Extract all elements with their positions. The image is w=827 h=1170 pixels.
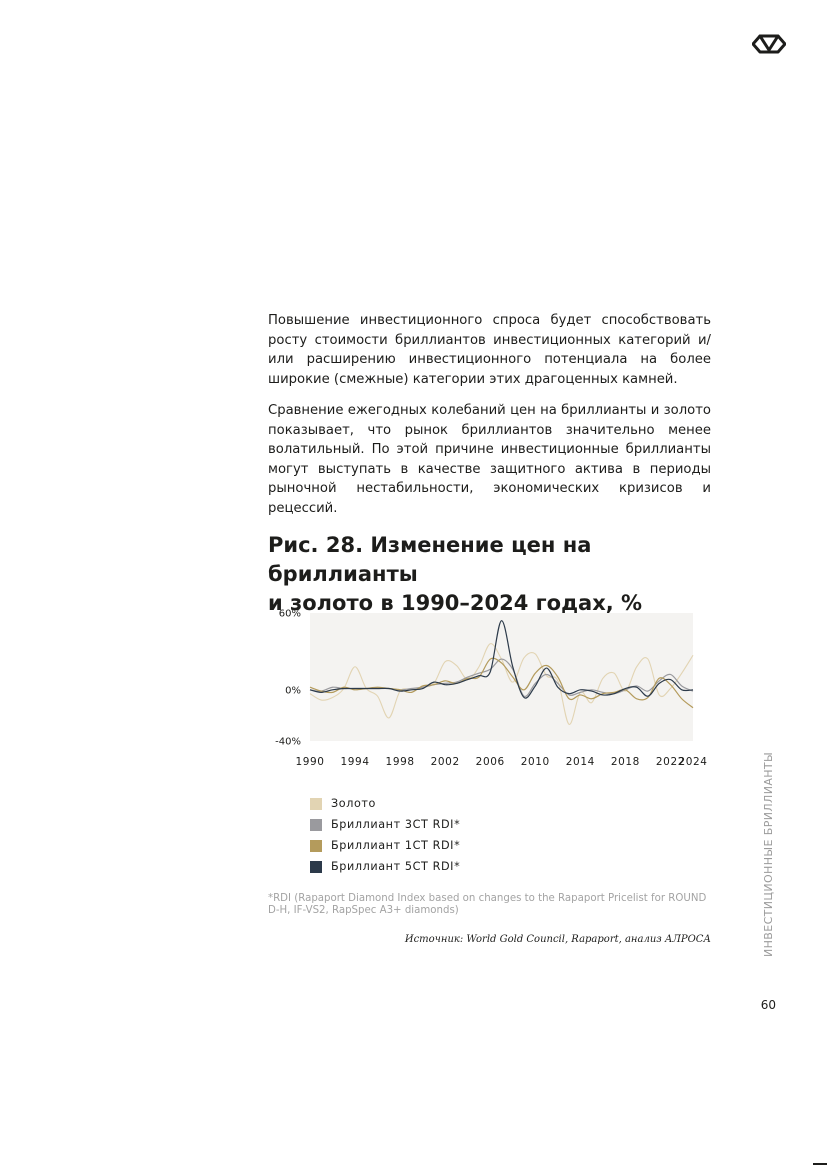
legend-label-gold: Золото bbox=[331, 797, 376, 810]
x-tick-label: 1994 bbox=[340, 756, 369, 768]
x-tick-label: 2024 bbox=[678, 756, 707, 768]
alrosa-logo-icon bbox=[752, 34, 786, 54]
x-tick-label: 2006 bbox=[476, 756, 505, 768]
series-lines bbox=[309, 620, 694, 725]
x-tick-label: 1998 bbox=[386, 756, 415, 768]
legend-item-5ct: Бриллиант 5CT RDI* bbox=[310, 856, 460, 877]
x-tick-label: 2014 bbox=[566, 756, 595, 768]
legend-label-5ct: Бриллиант 5CT RDI* bbox=[331, 860, 461, 873]
legend-item-1ct: Бриллиант 1CT RDI* bbox=[310, 835, 460, 856]
y-tick-label: 0% bbox=[285, 685, 301, 696]
body-paragraph-1: Повышение инвестиционного спроса будет с… bbox=[268, 313, 711, 387]
series-line-2 bbox=[309, 657, 694, 709]
x-tick-label: 1990 bbox=[295, 756, 324, 768]
legend-item-3ct: Бриллиант 3CT RDI* bbox=[310, 814, 460, 835]
x-tick-label: 2022 bbox=[656, 756, 685, 768]
source-note: Источник: World Gold Council, Rapaport, … bbox=[404, 934, 711, 945]
price-change-chart: 60% 0% -40% 1990 1994 1998 2002 2006 2010 2014 20… bbox=[275, 609, 707, 769]
rdi-footnote: *RDI (Rapaport Diamond Index based on ch… bbox=[268, 893, 707, 916]
x-tick-label: 2002 bbox=[431, 756, 460, 768]
legend-swatch-gold bbox=[310, 797, 322, 810]
x-tick-label: 2010 bbox=[521, 756, 550, 768]
legend-swatch-5ct bbox=[310, 860, 322, 873]
figure-title-line-1: Рис. 28. Изменение цен на бриллианты bbox=[268, 533, 592, 586]
figure-title-line-2: и золото в 1990–2024 годах, % bbox=[268, 591, 643, 615]
legend-label-3ct: Бриллиант 3CT RDI* bbox=[331, 818, 461, 831]
section-side-label: ИНВЕСТИЦИОННЫЕ БРИЛЛИАНТЫ bbox=[762, 751, 775, 957]
series-line-3 bbox=[309, 620, 694, 699]
plot-area bbox=[310, 613, 693, 741]
x-tick-label: 2018 bbox=[611, 756, 640, 768]
legend-swatch-1ct bbox=[310, 839, 322, 852]
legend-item-gold: Золото bbox=[310, 793, 460, 814]
corner-mark bbox=[813, 1163, 827, 1165]
figure-title: Рис. 28. Изменение цен на бриллианты и з… bbox=[268, 531, 728, 618]
legend-swatch-3ct bbox=[310, 818, 322, 831]
y-axis-ticks: 60% 0% -40% bbox=[275, 609, 301, 748]
chart-legend: Золото Бриллиант 3CT RDI* Бриллиант 1CT … bbox=[310, 793, 460, 877]
y-tick-label: 60% bbox=[279, 609, 301, 620]
y-tick-label: -40% bbox=[275, 737, 301, 748]
page-number: 60 bbox=[760, 998, 776, 1012]
legend-label-1ct: Бриллиант 1CT RDI* bbox=[331, 839, 461, 852]
body-paragraph-2: Сравнение ежегодных колебаний цен на бри… bbox=[268, 403, 711, 516]
